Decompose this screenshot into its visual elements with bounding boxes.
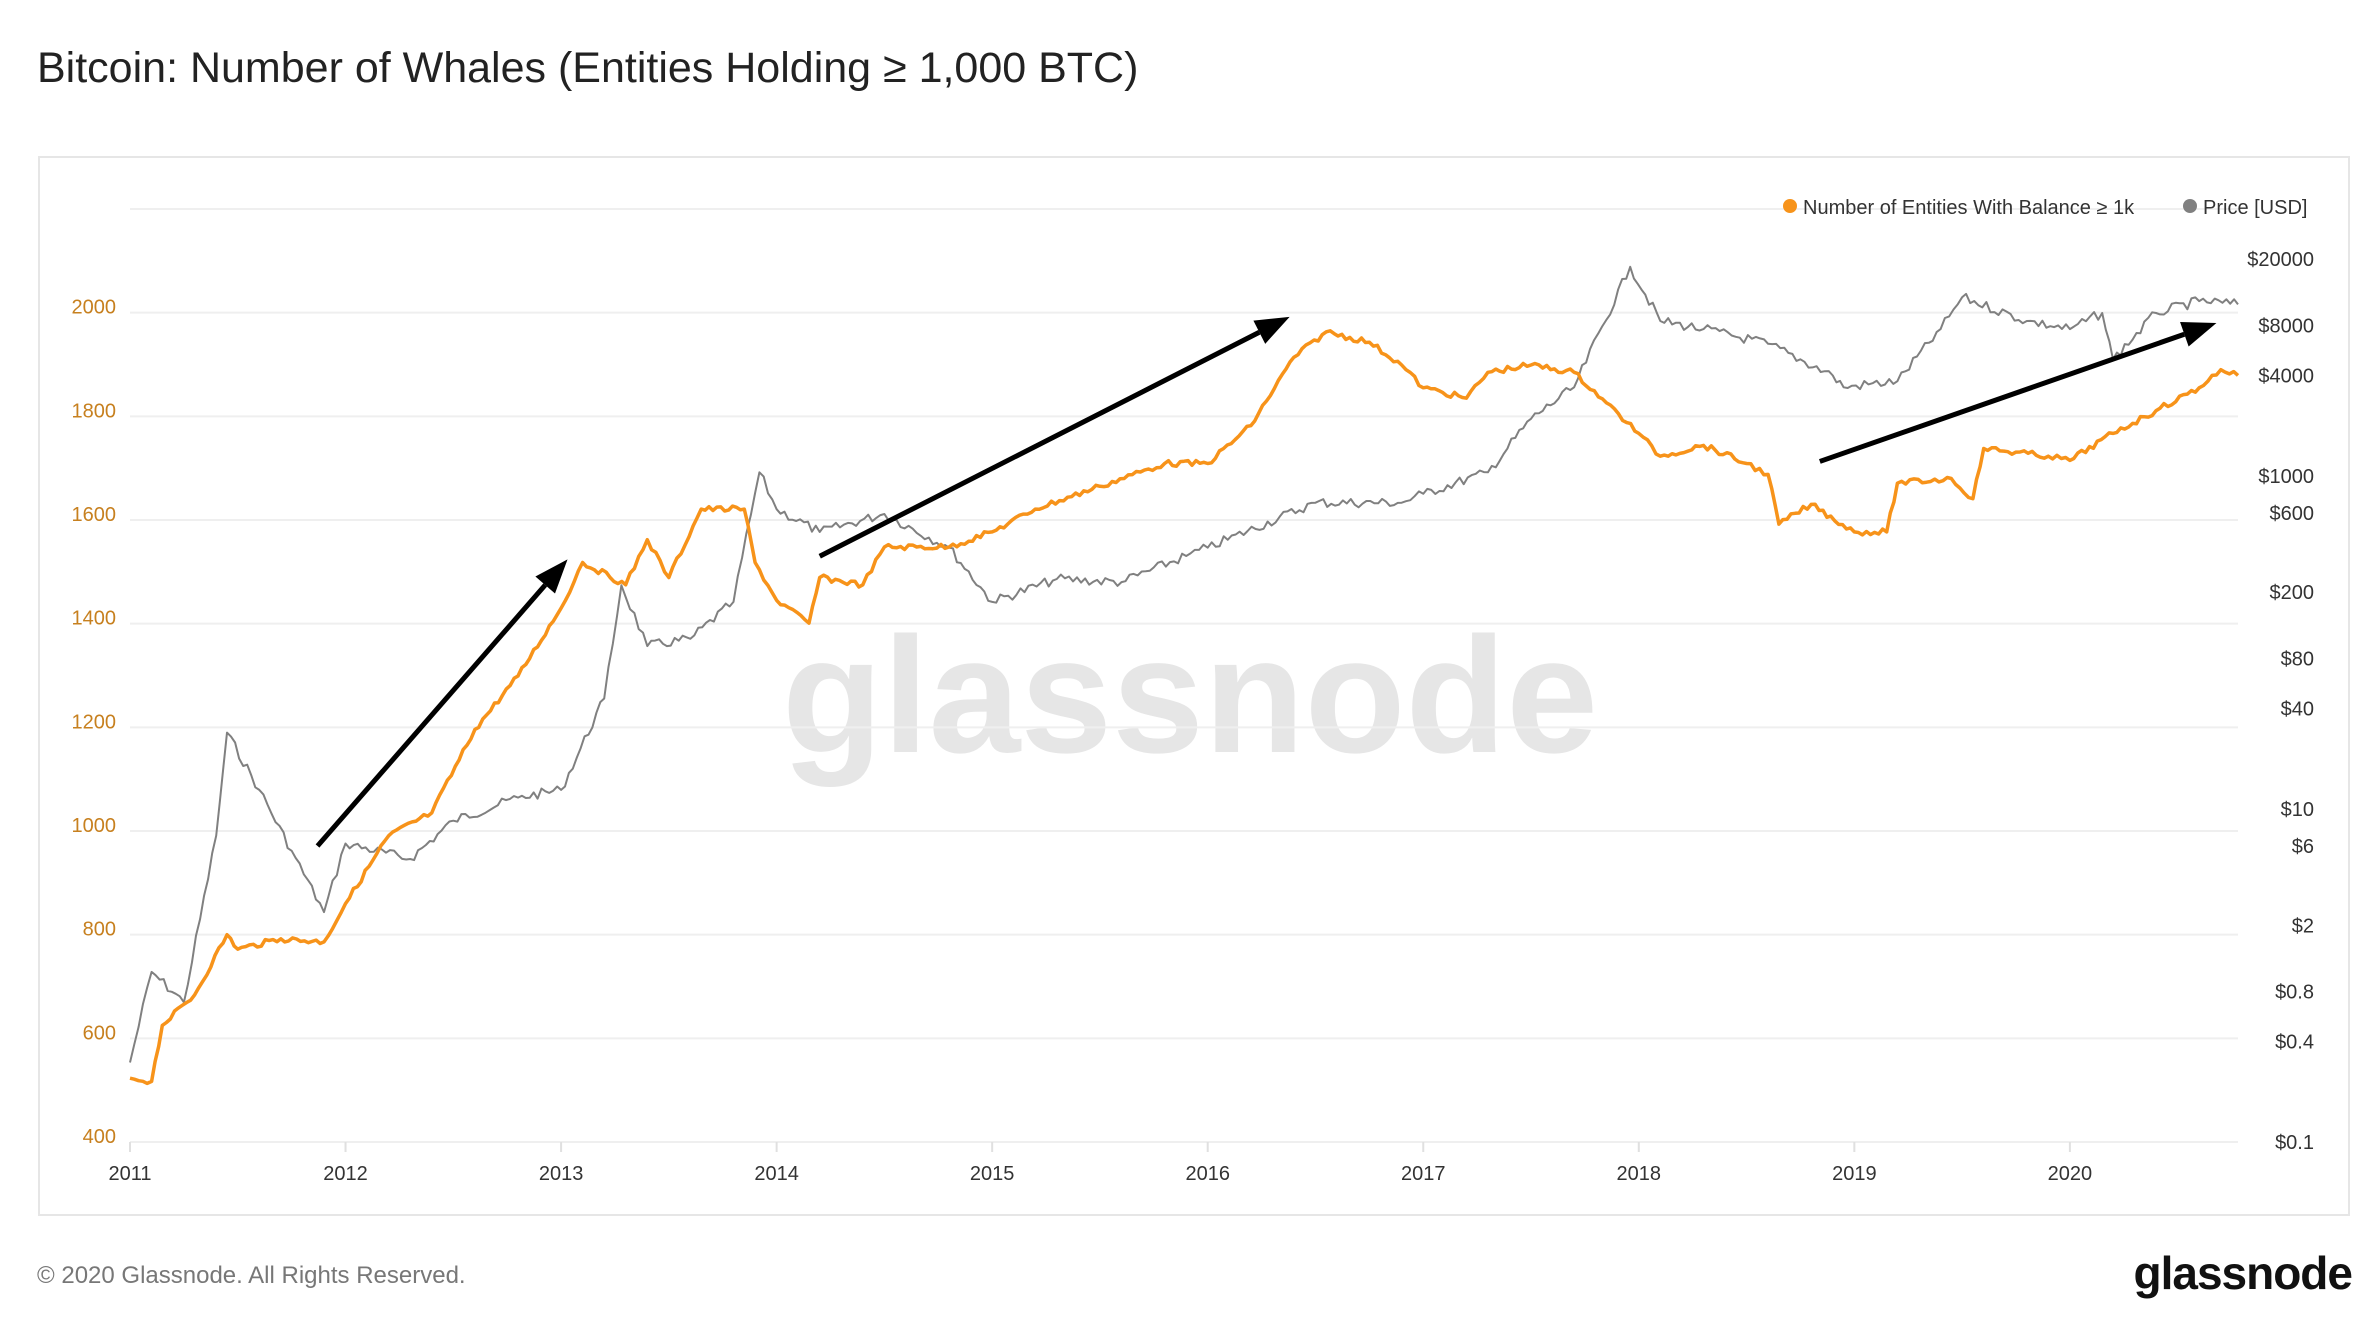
price-line xyxy=(129,265,2239,1063)
right-tick-label: $20000 xyxy=(2247,249,2314,271)
right-tick-label: $8000 xyxy=(2258,315,2314,337)
legend-dot-price xyxy=(2183,199,2197,213)
right-tick-label: $4000 xyxy=(2258,366,2314,388)
left-axis: 400 600 800 1000 1200 1400 1600 1800 2000 xyxy=(72,297,117,1148)
left-tick-label: 1400 xyxy=(72,608,117,630)
legend-entities[interactable]: Number of Entities With Balance ≥ 1k xyxy=(1803,197,2135,219)
right-tick-label: $40 xyxy=(2281,699,2314,721)
right-tick-label: $80 xyxy=(2281,649,2314,671)
x-tick-label: 2015 xyxy=(970,1163,1015,1185)
x-tick-label: 2016 xyxy=(1185,1163,1230,1185)
right-tick-label: $0.8 xyxy=(2275,982,2314,1004)
copyright: © 2020 Glassnode. All Rights Reserved. xyxy=(37,1262,466,1289)
annotation-arrows xyxy=(315,316,2217,848)
left-tick-label: 600 xyxy=(83,1022,116,1044)
right-tick-label: $600 xyxy=(2270,503,2315,525)
left-tick-label: 1200 xyxy=(72,711,117,733)
left-tick-label: 2000 xyxy=(72,297,117,319)
right-tick-label: $0.1 xyxy=(2275,1132,2314,1154)
chart-frame xyxy=(38,156,2350,1216)
x-tick-label: 2020 xyxy=(2048,1163,2093,1185)
left-tick-label: 1000 xyxy=(72,815,117,837)
arrow-head xyxy=(535,559,568,594)
x-axis: 2011 2012 2013 2014 2015 2016 2017 2018 2019 2020 xyxy=(108,1142,2092,1185)
x-tick-label: 2017 xyxy=(1401,1163,1446,1185)
left-tick-label: 1800 xyxy=(72,400,117,422)
legend-price[interactable]: Price [USD] xyxy=(2203,197,2307,219)
glassnode-logo[interactable]: glassnode xyxy=(2133,1247,2353,1299)
entities-line xyxy=(129,329,2240,1086)
chart-title: Bitcoin: Number of Whales (Entities Hold… xyxy=(37,44,1139,92)
right-tick-label: $1000 xyxy=(2258,466,2314,488)
right-axis: $20000 $8000 $4000 $1000 $600 $200 $80 $40 $10 $6… xyxy=(2247,249,2314,1154)
grid xyxy=(130,208,2238,1143)
watermark: glassnode xyxy=(782,603,1598,787)
series-lines xyxy=(129,265,2240,1086)
right-tick-label: $10 xyxy=(2281,799,2314,821)
legend-dot-entities xyxy=(1783,199,1797,213)
arrow-head xyxy=(1253,316,1290,344)
arrow-shaft xyxy=(315,583,548,848)
x-tick-label: 2014 xyxy=(754,1163,799,1185)
right-tick-label: $0.4 xyxy=(2275,1032,2314,1054)
left-tick-label: 1600 xyxy=(72,504,117,526)
left-tick-label: 800 xyxy=(83,919,116,941)
left-tick-label: 400 xyxy=(83,1126,116,1148)
right-tick-label: $2 xyxy=(2292,915,2314,937)
right-tick-label: $6 xyxy=(2292,836,2314,858)
arrow-head xyxy=(2180,321,2217,347)
legend[interactable]: Number of Entities With Balance ≥ 1k Pri… xyxy=(1783,197,2307,219)
x-tick-label: 2013 xyxy=(539,1163,584,1185)
x-tick-label: 2011 xyxy=(108,1163,151,1185)
arrow-shaft xyxy=(1819,331,2186,464)
x-tick-label: 2018 xyxy=(1617,1163,1662,1185)
x-tick-label: 2019 xyxy=(1832,1163,1877,1185)
right-tick-label: $200 xyxy=(2270,582,2315,604)
arrow-shaft xyxy=(818,330,1261,559)
x-tick-label: 2012 xyxy=(323,1163,368,1185)
